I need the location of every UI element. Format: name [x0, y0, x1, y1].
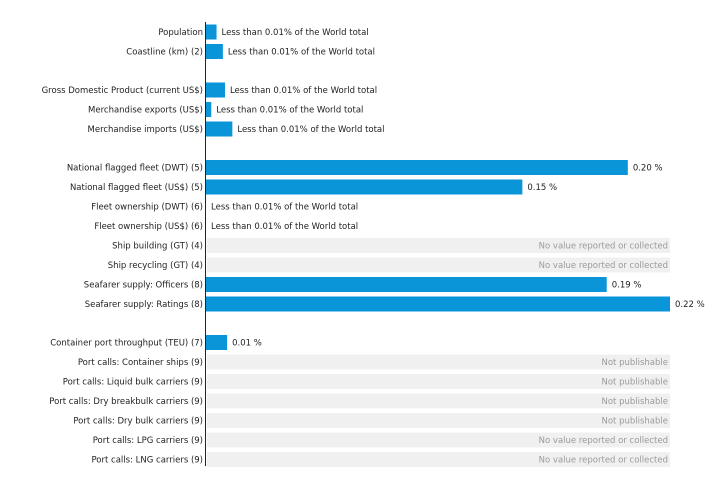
row-label: Population — [158, 28, 203, 38]
no-data-label: No value reported or collected — [539, 456, 668, 466]
bar — [206, 277, 607, 292]
value-label: Less than 0.01% of the World total — [237, 125, 384, 135]
value-label: Less than 0.01% of the World total — [211, 222, 358, 232]
value-label: 0.22 % — [675, 300, 705, 310]
value-label: 0.19 % — [612, 281, 642, 291]
row-label: Port calls: LPG carriers (9) — [93, 436, 203, 446]
value-label: Less than 0.01% of the World total — [228, 48, 375, 58]
row-label: Ship building (GT) (4) — [112, 242, 203, 252]
bar — [206, 82, 225, 98]
no-data-label: Not publishable — [601, 397, 668, 407]
bar — [206, 160, 628, 175]
row-label: Merchandise imports (US$) — [88, 125, 204, 135]
row-label: Gross Domestic Product (current US$) — [42, 86, 203, 96]
row-label: Merchandise exports (US$) — [88, 106, 203, 116]
value-label: 0.01 % — [232, 339, 262, 349]
no-data-background — [207, 413, 670, 428]
no-data-background — [207, 354, 670, 370]
row-label: Seafarer supply: Officers (8) — [84, 281, 203, 291]
row-label: Port calls: Dry breakbulk carriers (9) — [49, 397, 203, 407]
bar — [206, 121, 233, 137]
no-data-background — [207, 452, 670, 467]
row-label: Coastline (km) (2) — [126, 48, 203, 58]
bar — [206, 102, 212, 117]
value-label: Less than 0.01% of the World total — [216, 106, 363, 116]
no-data-label: Not publishable — [601, 378, 668, 388]
value-label: Less than 0.01% of the World total — [211, 203, 358, 213]
no-data-label: No value reported or collected — [539, 436, 668, 446]
bar — [206, 44, 223, 59]
bar — [206, 179, 523, 195]
no-data-background — [207, 374, 670, 389]
bar — [206, 296, 670, 312]
row-label: Fleet ownership (DWT) (6) — [91, 203, 203, 213]
no-data-label: Not publishable — [601, 417, 668, 427]
chart-rows: Population Less than 0.01% of the World t… — [42, 24, 705, 467]
row-label: Port calls: Liquid bulk carriers (9) — [63, 378, 203, 388]
no-data-background — [207, 393, 670, 409]
no-data-background — [207, 257, 670, 273]
value-label: Less than 0.01% of the World total — [222, 28, 369, 38]
row-label: Container port throughput (TEU) (7) — [50, 339, 203, 349]
no-data-label: No value reported or collected — [539, 261, 668, 271]
row-label: Fleet ownership (US$) (6) — [94, 222, 203, 232]
bar — [206, 24, 217, 40]
row-label: Port calls: Dry bulk carriers (9) — [73, 417, 203, 427]
row-label: Port calls: Container ships (9) — [78, 358, 203, 368]
no-data-label: Not publishable — [601, 358, 668, 368]
row-label: National flagged fleet (DWT) (5) — [67, 164, 203, 174]
row-label: Port calls: LNG carriers (9) — [91, 456, 203, 466]
row-label: Seafarer supply: Ratings (8) — [85, 300, 203, 310]
value-label: 0.20 % — [633, 164, 663, 174]
row-label: Ship recycling (GT) (4) — [108, 261, 203, 271]
no-data-background — [207, 238, 670, 253]
no-data-label: No value reported or collected — [539, 242, 668, 252]
bar — [206, 335, 228, 350]
value-label: 0.15 % — [527, 183, 557, 193]
no-data-background — [207, 432, 670, 448]
value-label: Less than 0.01% of the World total — [230, 86, 377, 96]
row-label: National flagged fleet (US$) (5) — [70, 183, 203, 193]
